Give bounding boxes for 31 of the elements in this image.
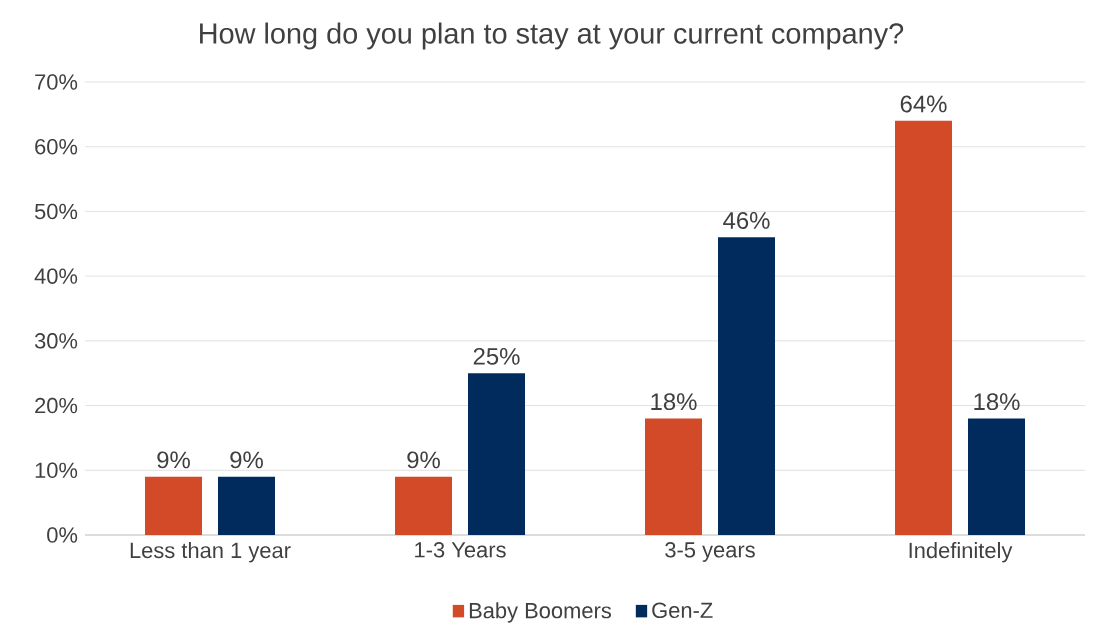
y-tick-label: 70% [35,74,78,90]
y-tick-label: 30% [34,333,78,349]
data-label: 9% [407,451,440,469]
y-tick-label: 60% [35,138,78,155]
y-tick-label: 40% [34,268,78,284]
data-label: 64% [900,95,947,113]
data-label: 25% [473,347,520,365]
data-label: 18% [651,393,697,411]
bar [395,476,452,535]
x-tick-label: 3-5 years [665,542,755,562]
bar [718,237,776,535]
x-tick-label: Less than 1 year [130,542,291,563]
data-label: 18% [974,393,1020,411]
y-tick-label: 20% [35,397,78,414]
y-tick-label: 50% [34,203,78,220]
data-label: 9% [157,451,190,469]
bar [145,476,202,535]
x-tick-label: 1-3 Years [415,542,506,558]
bar [468,373,526,535]
bar [645,418,703,535]
bar [218,476,275,535]
y-tick-label: 10% [35,462,78,479]
data-label: 9% [230,451,263,469]
x-tick-label: Indefinitely [909,542,1013,563]
chart-title: How long do you plan to stay at your current company? [200,22,904,50]
legend-label: Gen-Z [652,602,713,619]
bar [968,418,1026,535]
data-label: 46% [723,211,770,229]
bar [895,120,953,535]
y-tick-label: 0% [47,527,78,543]
legend-label: Baby Boomers [469,602,611,623]
